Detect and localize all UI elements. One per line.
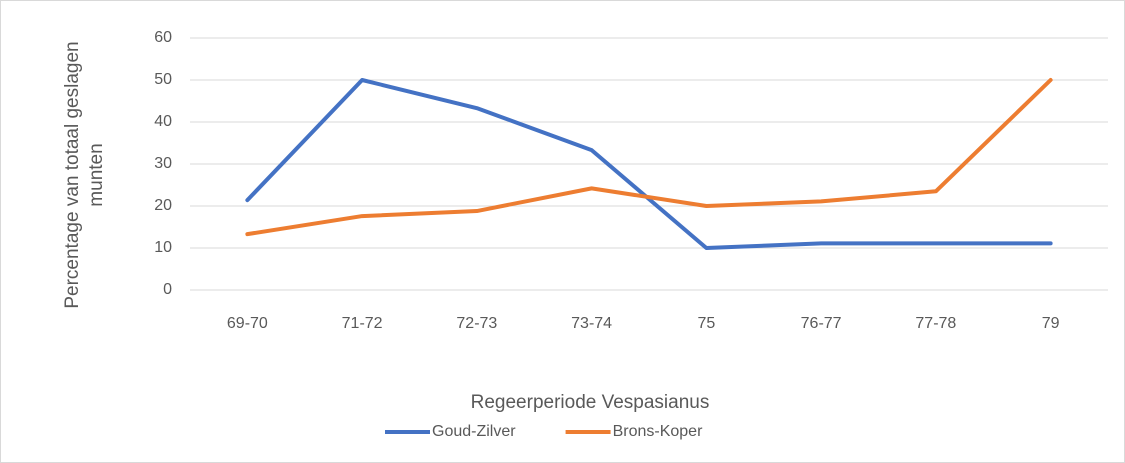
x-tick-label: 76-77: [801, 315, 842, 332]
y-tick-label: 50: [154, 71, 172, 88]
x-tick-label: 71-72: [342, 315, 383, 332]
y-tick-label: 40: [154, 113, 172, 130]
y-tick-label: 0: [163, 281, 172, 298]
x-tick-label: 72-73: [456, 315, 497, 332]
legend-label: Brons-Koper: [613, 423, 703, 440]
y-axis-label: Percentage van totaal geslagen munten: [62, 41, 107, 309]
x-axis-label: Regeerperiode Vespasianus: [471, 392, 710, 413]
x-tick-label: 69-70: [227, 315, 268, 332]
series-line: [245, 78, 1053, 237]
x-tick-label: 73-74: [571, 315, 612, 332]
legend-label: Goud-Zilver: [432, 423, 516, 440]
x-tick-label: 75: [697, 315, 715, 332]
y-tick-label: 30: [154, 155, 172, 172]
y-tick-label: 20: [154, 197, 172, 214]
y-tick-label: 10: [154, 239, 172, 256]
x-tick-label: 77-78: [915, 315, 956, 332]
x-tick-label: 79: [1042, 315, 1060, 332]
y-tick-label: 60: [154, 29, 172, 46]
